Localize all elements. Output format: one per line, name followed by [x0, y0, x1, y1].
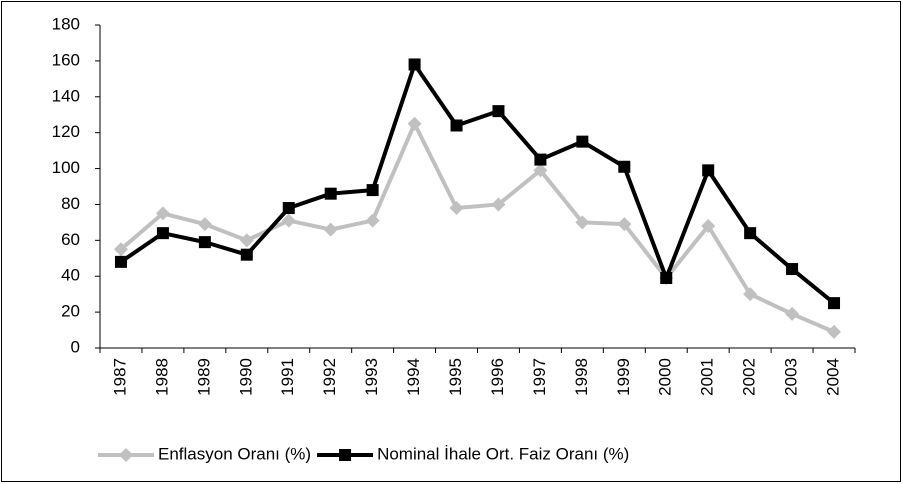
y-tick-label: 80 — [61, 194, 80, 213]
marker — [827, 324, 842, 339]
series — [114, 58, 841, 310]
y-tick-label: 120 — [52, 122, 80, 141]
x-tick-label: 2000 — [656, 358, 675, 396]
marker — [407, 116, 422, 131]
marker — [119, 448, 133, 462]
marker — [575, 215, 590, 230]
marker — [828, 297, 841, 310]
marker — [323, 222, 338, 237]
marker — [492, 105, 505, 118]
y-tick-label: 60 — [61, 230, 80, 249]
x-tick-label: 1996 — [488, 358, 507, 396]
y-tick-label: 160 — [52, 50, 80, 69]
marker — [786, 263, 799, 276]
y-tick-label: 140 — [52, 86, 80, 105]
x-tick-label: 1989 — [194, 358, 213, 396]
y-tick-label: 100 — [52, 158, 80, 177]
marker — [113, 242, 128, 257]
series-line — [119, 62, 836, 305]
x-tick-label: 2001 — [698, 358, 717, 396]
marker — [281, 213, 296, 228]
marker — [617, 217, 632, 232]
x-tick-label: 2004 — [824, 358, 843, 396]
marker — [449, 201, 464, 216]
y-tick-label: 40 — [61, 266, 80, 285]
legend-label: Enflasyon Oranı (%) — [158, 444, 311, 463]
x-tick-label: 1990 — [236, 358, 255, 396]
marker — [198, 236, 211, 249]
marker — [155, 206, 170, 221]
marker — [408, 58, 421, 71]
marker — [365, 213, 380, 228]
series-line — [119, 121, 835, 334]
marker — [114, 255, 127, 268]
y-tick-label: 20 — [61, 302, 80, 321]
marker — [240, 248, 253, 261]
marker — [339, 449, 352, 461]
marker — [366, 184, 379, 197]
x-tick-label: 1991 — [278, 358, 297, 396]
x-tick-label: 1992 — [320, 358, 339, 396]
marker — [576, 135, 589, 148]
x-tick-label: 1994 — [404, 358, 423, 396]
marker — [197, 217, 212, 232]
marker — [282, 202, 295, 215]
x-tick-label: 1995 — [446, 358, 465, 396]
marker — [744, 227, 757, 240]
marker — [785, 306, 800, 321]
x-tick-label: 2002 — [740, 358, 759, 396]
marker — [239, 233, 254, 248]
x-tick-label: 1988 — [152, 358, 171, 396]
marker — [701, 218, 716, 233]
x-tick-label: 2003 — [782, 358, 801, 396]
marker — [660, 272, 673, 285]
marker — [450, 119, 463, 132]
marker — [618, 160, 631, 173]
x-tick-label: 1993 — [362, 358, 381, 396]
x-tick-label: 1987 — [110, 358, 129, 396]
series — [113, 116, 842, 339]
x-tick-label: 1997 — [530, 358, 549, 396]
marker — [156, 227, 169, 240]
marker — [491, 197, 506, 212]
x-tick-label: 1998 — [572, 358, 591, 396]
y-tick-label: 180 — [52, 14, 80, 33]
marker — [702, 164, 715, 177]
x-tick-label: 1999 — [614, 358, 633, 396]
y-tick-label: 0 — [71, 337, 80, 356]
marker — [743, 287, 758, 302]
marker — [533, 163, 548, 178]
marker — [534, 153, 547, 166]
legend-label: Nominal İhale Ort. Faiz Oranı (%) — [377, 444, 629, 463]
marker — [324, 187, 337, 200]
